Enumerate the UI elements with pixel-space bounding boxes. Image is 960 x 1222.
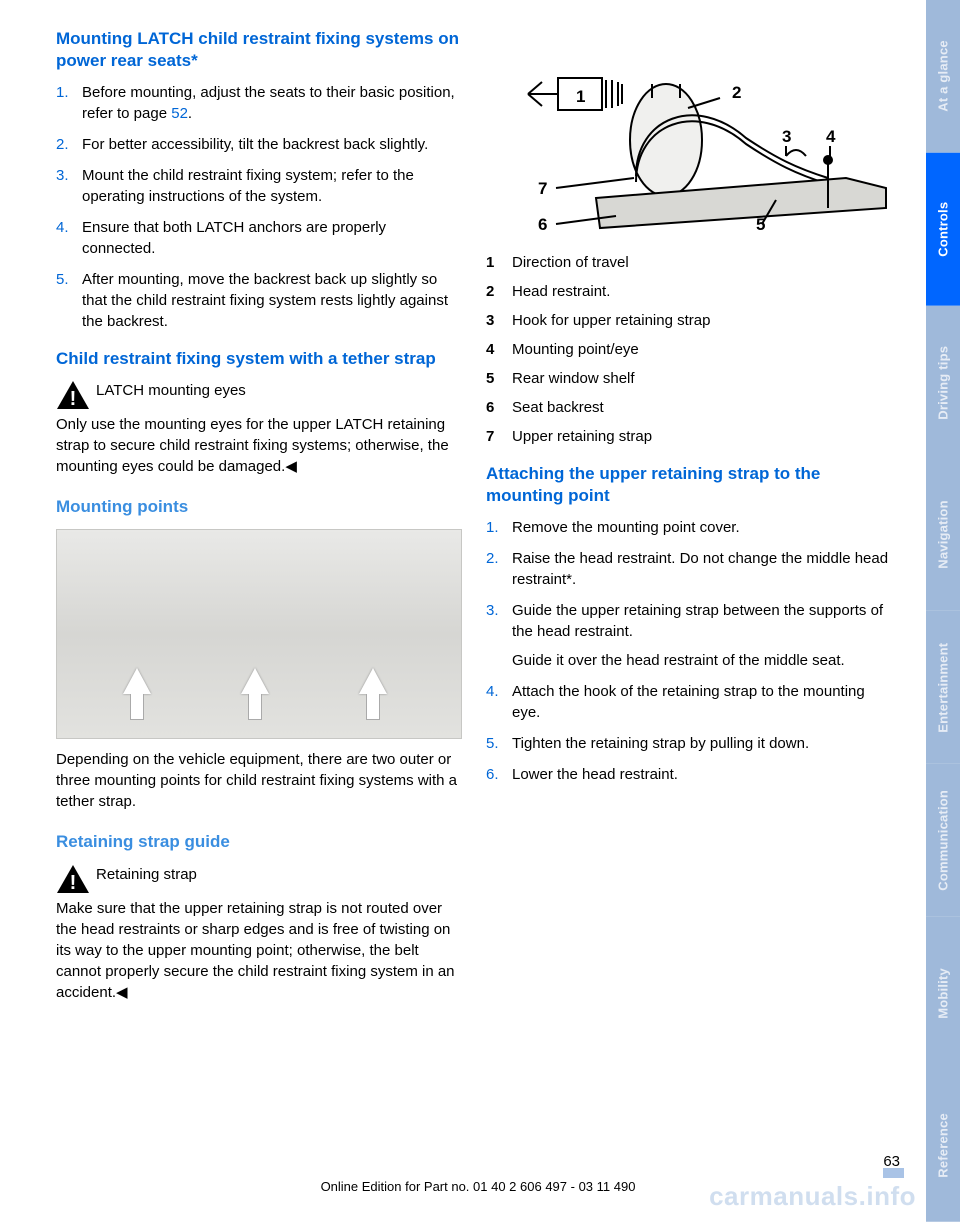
warning-title: LATCH mounting eyes	[96, 382, 246, 399]
astep-3: Guide the upper retaining strap between …	[486, 600, 892, 671]
heading-tether-strap: Child restraint fixing system with a tet…	[56, 348, 462, 370]
legend-5: 5Rear window shelf	[486, 368, 892, 389]
svg-text:1: 1	[576, 87, 585, 106]
astep-4: Attach the hook of the retaining strap t…	[486, 681, 892, 723]
warning-icon: !	[56, 864, 90, 894]
steps-mounting: Before mounting, adjust the seats to the…	[56, 82, 462, 332]
legend-4: 4Mounting point/eye	[486, 339, 892, 360]
heading-mounting-points: Mounting points	[56, 495, 462, 519]
astep-5: Tighten the retaining strap by pulling i…	[486, 733, 892, 754]
step-1-text-a: Before mounting, adjust the seats to the…	[82, 84, 455, 122]
astep-2: Raise the head restraint. Do not change …	[486, 548, 892, 590]
svg-text:7: 7	[538, 179, 547, 198]
figure-mounting-points	[56, 529, 462, 739]
heading-attaching: Attaching the upper retaining strap to t…	[486, 463, 892, 507]
step-5: After mounting, move the backrest back u…	[56, 269, 462, 332]
step-4: Ensure that both LATCH anchors are prope…	[56, 217, 462, 259]
page-footer: 63 Online Edition for Part no. 01 40 2 6…	[56, 1153, 900, 1194]
legend-2: 2Head restraint.	[486, 281, 892, 302]
warning-icon: !	[56, 380, 90, 410]
astep-6: Lower the head restraint.	[486, 764, 892, 785]
legend-7: 7Upper retaining strap	[486, 426, 892, 447]
tab-mobility[interactable]: Mobility	[926, 917, 960, 1070]
warning-latch-eyes: ! LATCH mounting eyes Only use the mount…	[56, 380, 462, 477]
page-link-52[interactable]: 52	[171, 105, 188, 122]
side-tabs: At a glance Controls Driving tips Naviga…	[926, 0, 960, 1222]
tab-driving-tips[interactable]: Driving tips	[926, 306, 960, 459]
legend-1: 1Direction of travel	[486, 252, 892, 273]
diagram-retaining-strap: 1 2 3 4 5 6 7	[486, 28, 892, 238]
diagram-legend: 1Direction of travel 2Head restraint. 3H…	[486, 252, 892, 447]
svg-text:5: 5	[756, 215, 765, 234]
step-1: Before mounting, adjust the seats to the…	[56, 82, 462, 124]
svg-text:!: !	[70, 388, 77, 410]
page-number: 63	[883, 1153, 900, 1170]
tab-navigation[interactable]: Navigation	[926, 458, 960, 611]
right-column: 1 2 3 4 5 6 7 1Direction of travel 2Head…	[486, 28, 892, 1222]
warning-title-2: Retaining strap	[96, 866, 197, 883]
legend-6: 6Seat backrest	[486, 397, 892, 418]
step-3: Mount the child restraint fixing system;…	[56, 165, 462, 207]
steps-attaching: Remove the mounting point cover. Raise t…	[486, 517, 892, 785]
svg-text:!: !	[70, 872, 77, 894]
svg-text:6: 6	[538, 215, 547, 234]
astep-1: Remove the mounting point cover.	[486, 517, 892, 538]
warning-retaining-strap: ! Retaining strap Make sure that the upp…	[56, 864, 462, 1003]
svg-text:4: 4	[826, 127, 836, 146]
legend-3: 3Hook for upper retaining strap	[486, 310, 892, 331]
tab-controls[interactable]: Controls	[926, 153, 960, 306]
warning-body: Only use the mounting eyes for the upper…	[56, 414, 462, 477]
tab-communication[interactable]: Communication	[926, 764, 960, 917]
heading-mounting-latch: Mounting LATCH child restraint fixing sy…	[56, 28, 462, 72]
step-1-text-b: .	[188, 105, 192, 122]
left-column: Mounting LATCH child restraint fixing sy…	[56, 28, 462, 1222]
svg-text:2: 2	[732, 83, 741, 102]
tab-reference[interactable]: Reference	[926, 1069, 960, 1222]
tab-entertainment[interactable]: Entertainment	[926, 611, 960, 764]
warning-body-2: Make sure that the upper retaining strap…	[56, 898, 462, 1003]
tab-at-a-glance[interactable]: At a glance	[926, 0, 960, 153]
step-2: For better accessibility, tilt the backr…	[56, 134, 462, 155]
figure-caption: Depending on the vehicle equipment, ther…	[56, 749, 462, 812]
heading-retaining-guide: Retaining strap guide	[56, 830, 462, 854]
edition-line: Online Edition for Part no. 01 40 2 606 …	[56, 1179, 900, 1194]
svg-text:3: 3	[782, 127, 791, 146]
astep-3-extra: Guide it over the head restraint of the …	[512, 652, 845, 669]
